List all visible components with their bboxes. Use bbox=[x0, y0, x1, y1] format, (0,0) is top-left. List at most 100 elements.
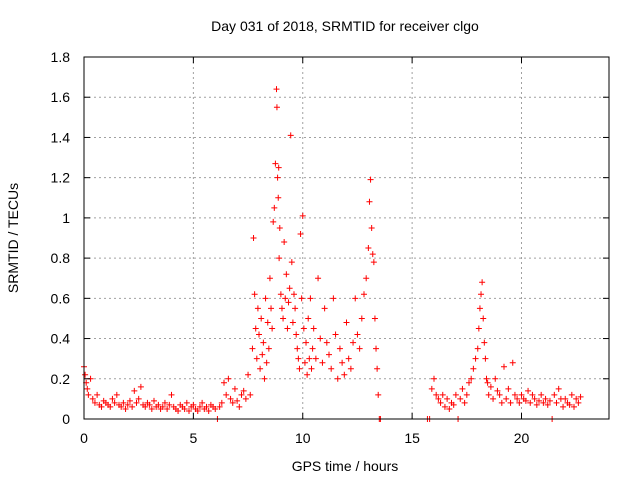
data-point bbox=[275, 164, 282, 171]
data-point bbox=[236, 403, 243, 410]
y-tick-label: 1.6 bbox=[51, 89, 71, 105]
data-point bbox=[131, 387, 138, 394]
data-point bbox=[277, 291, 284, 298]
data-point bbox=[441, 403, 448, 410]
data-point bbox=[450, 401, 457, 408]
data-point bbox=[273, 104, 280, 111]
data-point bbox=[444, 395, 451, 402]
data-point bbox=[482, 355, 489, 362]
data-point bbox=[254, 305, 261, 312]
data-point bbox=[375, 391, 382, 398]
x-tick-label: 10 bbox=[295, 430, 311, 446]
data-point bbox=[367, 176, 374, 183]
data-point bbox=[368, 224, 375, 231]
data-point bbox=[369, 251, 376, 258]
data-point bbox=[269, 325, 276, 332]
data-point bbox=[281, 239, 288, 246]
data-point bbox=[350, 339, 357, 346]
data-point bbox=[148, 405, 155, 412]
data-point bbox=[544, 401, 551, 408]
data-point bbox=[250, 235, 257, 241]
data-point bbox=[358, 315, 365, 322]
data-point bbox=[562, 395, 569, 402]
data-point bbox=[533, 401, 540, 408]
chart-title: Day 031 of 2018, SRMTID for receiver clg… bbox=[211, 18, 479, 34]
data-point bbox=[238, 391, 245, 398]
data-point bbox=[446, 405, 453, 412]
x-tick-label: 15 bbox=[404, 430, 420, 446]
data-point bbox=[91, 399, 98, 406]
data-point bbox=[536, 397, 542, 404]
data-point bbox=[516, 399, 523, 406]
data-point bbox=[514, 395, 521, 402]
data-point bbox=[183, 399, 190, 406]
grid-lines bbox=[84, 57, 609, 419]
data-point bbox=[518, 391, 525, 398]
data-point bbox=[538, 391, 545, 398]
data-point bbox=[321, 305, 328, 312]
data-point bbox=[498, 399, 505, 406]
data-point bbox=[234, 397, 241, 404]
data-point bbox=[433, 391, 440, 398]
data-point bbox=[356, 345, 363, 352]
data-point bbox=[361, 291, 367, 298]
data-point bbox=[566, 401, 573, 408]
data-point bbox=[308, 365, 315, 372]
data-point bbox=[264, 319, 271, 326]
data-point bbox=[507, 399, 514, 406]
data-point bbox=[181, 405, 188, 412]
data-point bbox=[312, 355, 319, 362]
x-tick-label: 0 bbox=[80, 430, 88, 446]
data-point bbox=[166, 401, 173, 408]
data-point bbox=[310, 325, 317, 332]
data-point bbox=[294, 345, 301, 352]
data-point bbox=[522, 397, 529, 404]
data-point bbox=[85, 391, 92, 398]
data-points bbox=[81, 86, 584, 422]
data-point bbox=[120, 399, 127, 406]
data-point bbox=[560, 403, 567, 410]
data-point bbox=[575, 399, 582, 406]
data-point bbox=[227, 395, 234, 402]
data-point bbox=[480, 315, 487, 322]
data-point bbox=[466, 379, 472, 386]
data-point bbox=[295, 355, 302, 362]
data-point bbox=[317, 335, 324, 342]
data-point bbox=[133, 399, 140, 406]
x-tick-label: 20 bbox=[514, 430, 530, 446]
data-point bbox=[98, 403, 105, 410]
data-point bbox=[300, 325, 307, 332]
data-point bbox=[249, 345, 256, 352]
data-point bbox=[487, 383, 494, 390]
data-point bbox=[296, 365, 303, 372]
data-point bbox=[231, 385, 238, 392]
data-point bbox=[461, 399, 468, 406]
axis-ticks: 0 0.2 0.4 0.6 0.8 1 1.2 1.4 1.6 1.8 0 5 10 15 20 bbox=[51, 49, 609, 446]
data-point bbox=[288, 259, 295, 266]
data-point bbox=[352, 295, 359, 302]
data-point bbox=[186, 407, 192, 414]
x-tick-label: 5 bbox=[189, 430, 197, 446]
data-point bbox=[245, 371, 252, 378]
data-point bbox=[341, 371, 348, 378]
data-point bbox=[285, 299, 292, 306]
data-point bbox=[363, 275, 370, 282]
data-point bbox=[483, 375, 490, 382]
data-point bbox=[275, 194, 282, 201]
data-point bbox=[531, 395, 538, 402]
data-point bbox=[546, 397, 553, 404]
y-tick-label: 1.8 bbox=[51, 49, 71, 65]
data-point bbox=[573, 395, 580, 402]
data-point bbox=[293, 331, 300, 338]
data-point bbox=[270, 218, 277, 225]
data-point bbox=[109, 395, 116, 402]
data-point bbox=[225, 375, 232, 382]
data-point bbox=[459, 385, 466, 392]
data-point bbox=[307, 295, 314, 302]
data-point bbox=[118, 403, 125, 410]
data-point bbox=[155, 401, 162, 408]
data-point bbox=[286, 285, 293, 292]
y-axis-label: SRMTID / TECUs bbox=[5, 183, 21, 293]
data-point bbox=[452, 391, 459, 398]
